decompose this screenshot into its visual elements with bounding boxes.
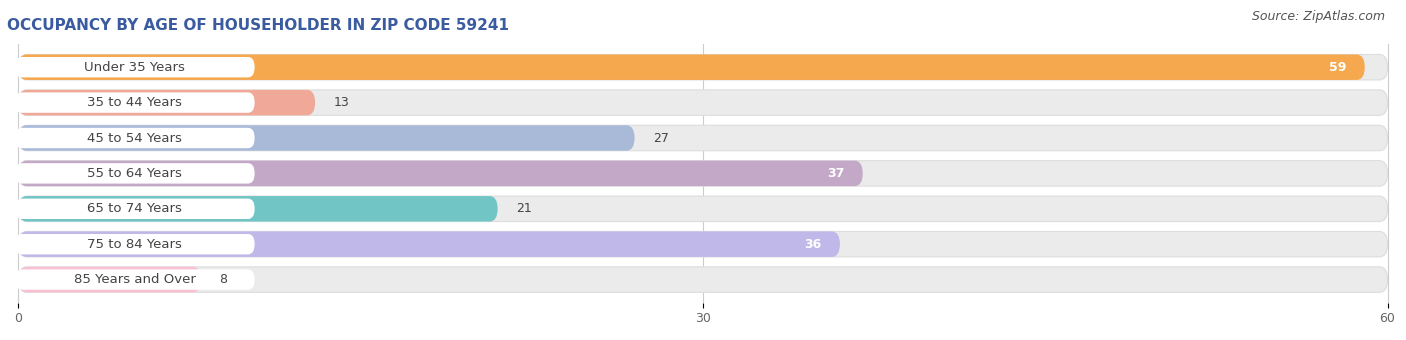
FancyBboxPatch shape [18,196,1388,222]
FancyBboxPatch shape [18,125,634,151]
FancyBboxPatch shape [15,234,254,254]
Text: 65 to 74 Years: 65 to 74 Years [87,202,183,215]
Text: Under 35 Years: Under 35 Years [84,61,186,74]
Text: 35 to 44 Years: 35 to 44 Years [87,96,183,109]
FancyBboxPatch shape [15,269,254,290]
FancyBboxPatch shape [18,161,1388,186]
FancyBboxPatch shape [18,267,201,292]
Text: 59: 59 [1329,61,1347,74]
Text: 27: 27 [652,132,669,144]
Text: OCCUPANCY BY AGE OF HOUSEHOLDER IN ZIP CODE 59241: OCCUPANCY BY AGE OF HOUSEHOLDER IN ZIP C… [7,18,509,33]
Text: 37: 37 [827,167,845,180]
FancyBboxPatch shape [18,90,1388,115]
FancyBboxPatch shape [15,92,254,113]
FancyBboxPatch shape [15,128,254,148]
FancyBboxPatch shape [18,196,498,222]
FancyBboxPatch shape [18,267,1388,292]
FancyBboxPatch shape [18,54,1365,80]
Text: Source: ZipAtlas.com: Source: ZipAtlas.com [1251,10,1385,23]
Text: 13: 13 [333,96,349,109]
Text: 21: 21 [516,202,531,215]
FancyBboxPatch shape [18,125,1388,151]
FancyBboxPatch shape [15,199,254,219]
Text: 55 to 64 Years: 55 to 64 Years [87,167,183,180]
FancyBboxPatch shape [18,90,315,115]
FancyBboxPatch shape [18,54,1388,80]
Text: 8: 8 [219,273,228,286]
FancyBboxPatch shape [18,161,863,186]
FancyBboxPatch shape [18,232,1388,257]
FancyBboxPatch shape [18,232,839,257]
FancyBboxPatch shape [15,163,254,184]
Text: 75 to 84 Years: 75 to 84 Years [87,238,183,251]
FancyBboxPatch shape [15,57,254,78]
Text: 45 to 54 Years: 45 to 54 Years [87,132,183,144]
Text: 36: 36 [804,238,821,251]
Text: 85 Years and Over: 85 Years and Over [75,273,195,286]
